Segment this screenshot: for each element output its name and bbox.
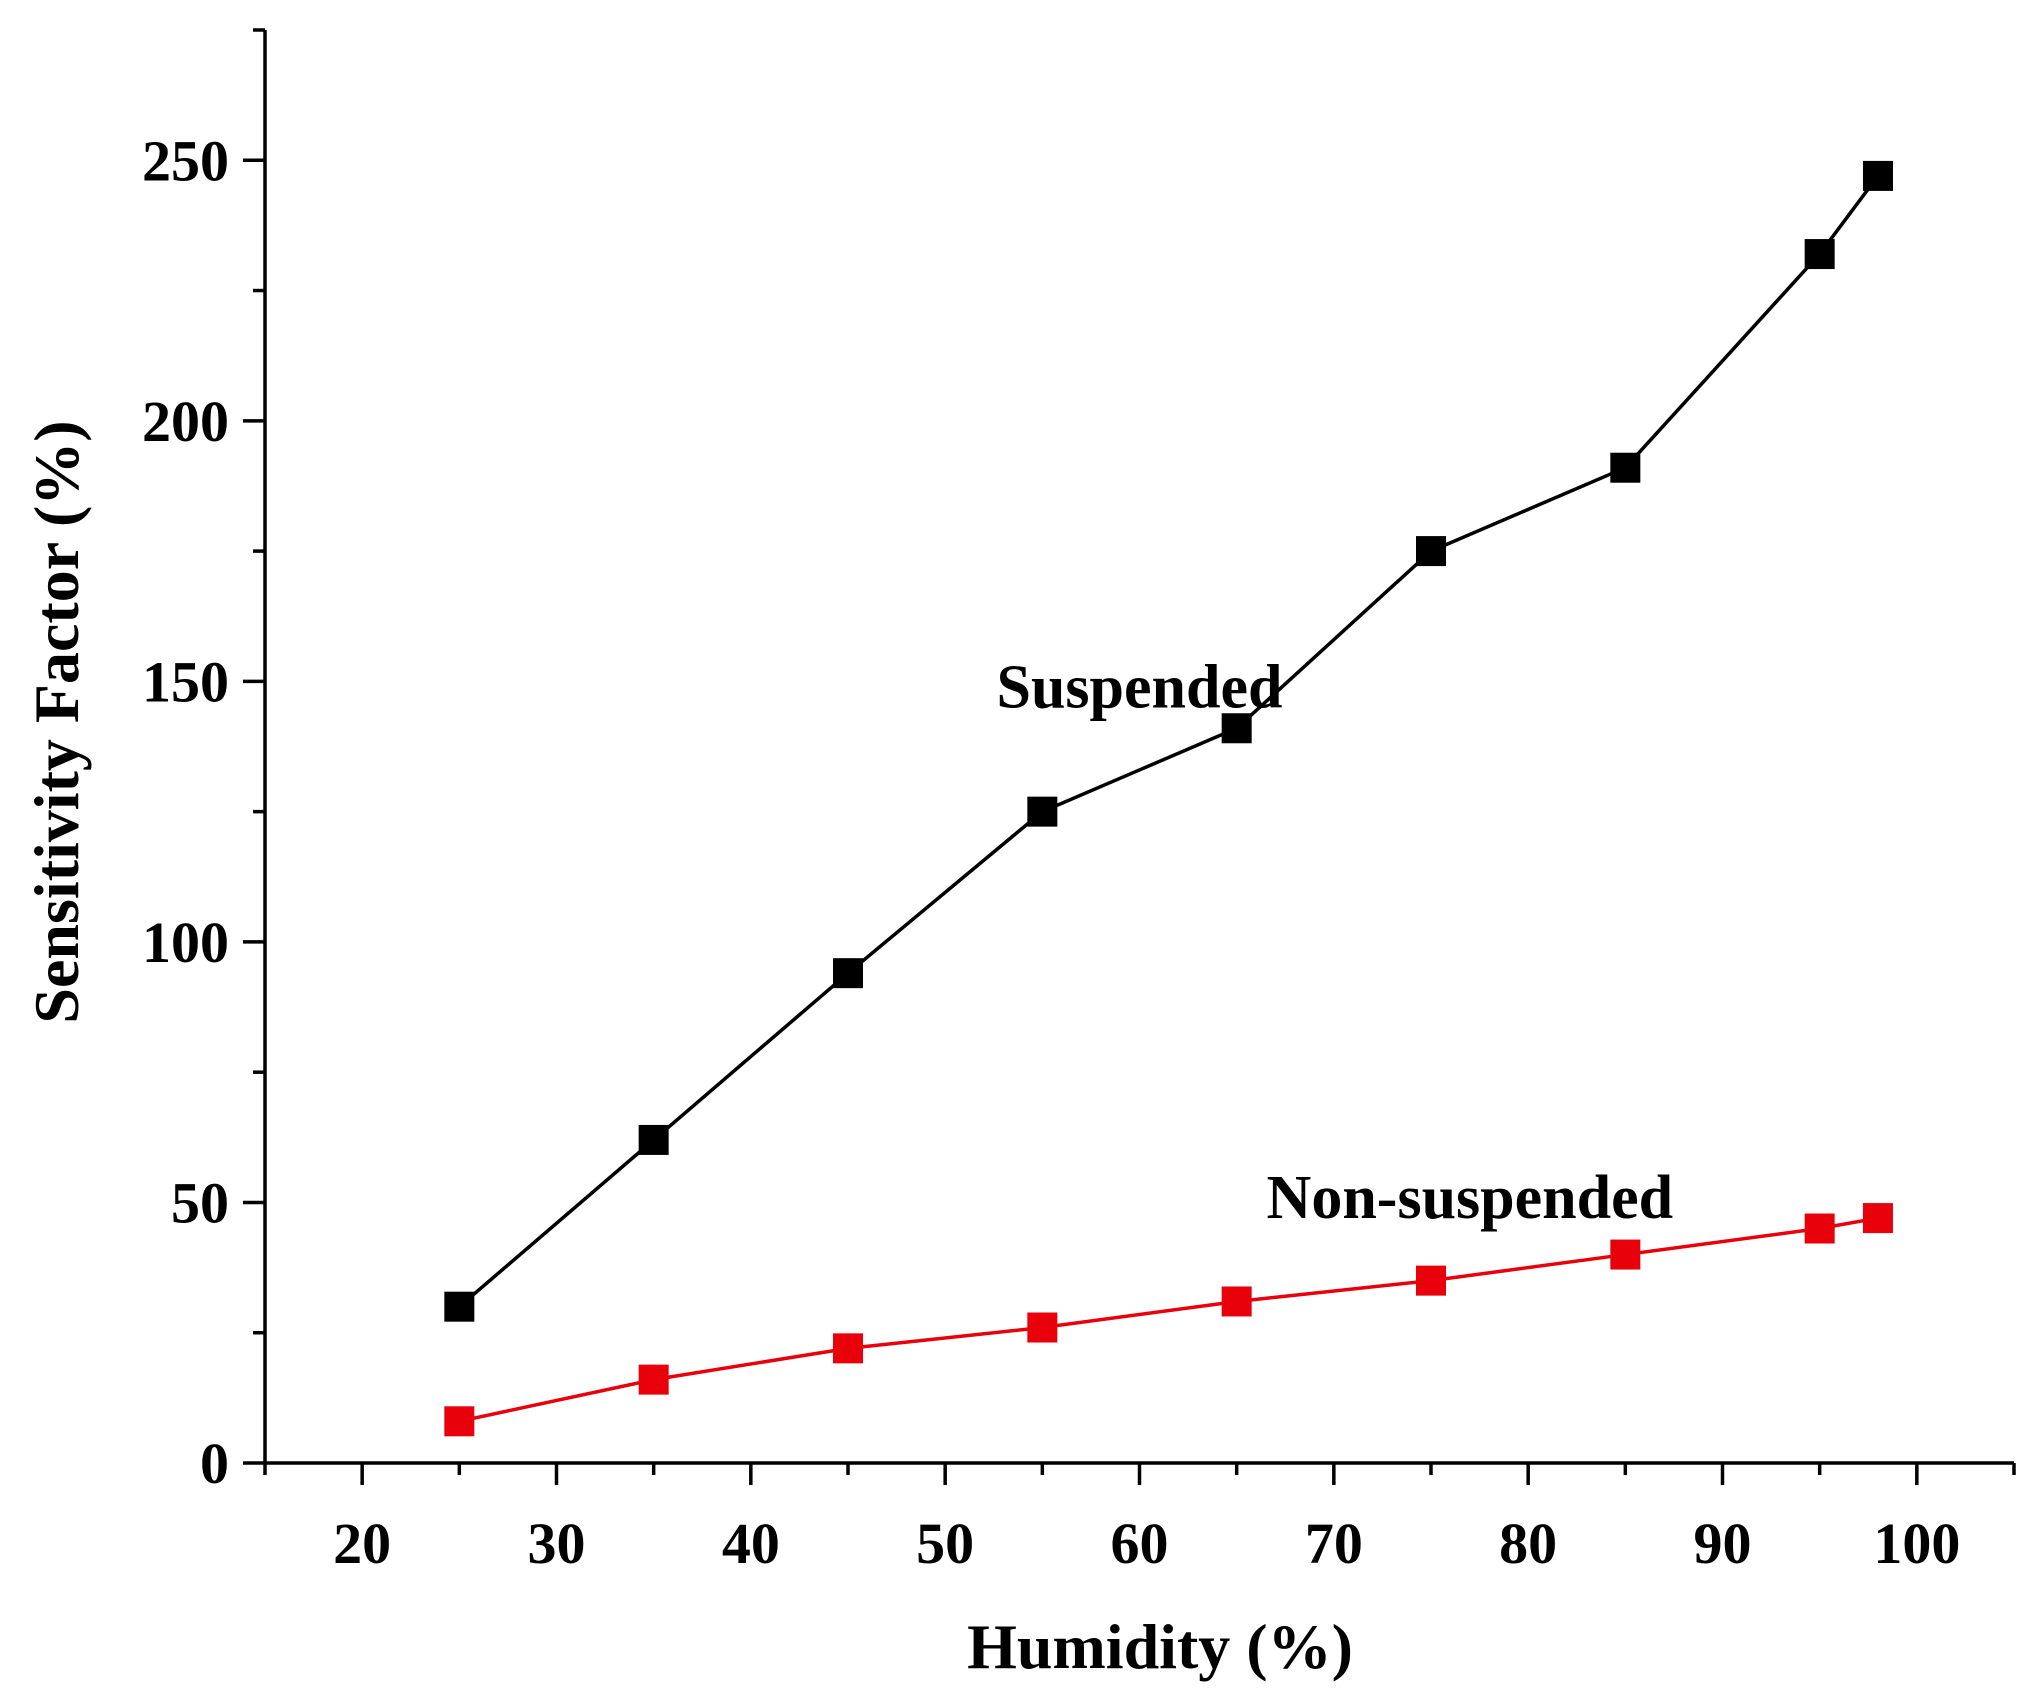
x-tick-label-80: 80 xyxy=(1499,1511,1557,1576)
series-non-suspended xyxy=(444,1203,1893,1437)
data-point-suspended-95 xyxy=(1804,239,1835,270)
axes: 20 30 40 50 60 70 80 90 100 0 50 100 150 200 250 xyxy=(142,28,2016,1576)
data-point-non-suspended-75 xyxy=(1416,1265,1446,1296)
data-point-suspended-65 xyxy=(1221,713,1252,744)
data-point-suspended-45 xyxy=(833,958,863,989)
x-tick-label-70: 70 xyxy=(1305,1511,1363,1576)
x-tick-label-30: 30 xyxy=(528,1511,586,1576)
data-point-non-suspended-95 xyxy=(1804,1213,1835,1244)
data-point-suspended-75 xyxy=(1416,536,1446,567)
y-tick-label-0: 0 xyxy=(200,1431,229,1496)
data-point-non-suspended-85 xyxy=(1610,1239,1641,1270)
series-layer xyxy=(444,160,1893,1437)
data-point-non-suspended-35 xyxy=(638,1364,669,1395)
data-point-suspended-35 xyxy=(638,1124,669,1155)
data-point-non-suspended-45 xyxy=(833,1333,863,1364)
data-point-suspended-25 xyxy=(444,1291,475,1322)
data-point-suspended-85 xyxy=(1610,452,1641,483)
series-line-non-suspended xyxy=(458,1216,1879,1424)
x-axis-title: Humidity (%) xyxy=(967,1611,1353,1682)
x-tick-label-20: 20 xyxy=(333,1511,391,1576)
y-tick-label-250: 250 xyxy=(142,128,229,193)
data-point-suspended-98 xyxy=(1862,160,1893,191)
y-tick-label-100: 100 xyxy=(142,910,229,975)
y-tick-label-50: 50 xyxy=(171,1170,229,1235)
annotations: Suspended Non-suspended xyxy=(996,653,1673,1232)
y-tick-label-200: 200 xyxy=(142,389,229,454)
annotation-non-suspended: Non-suspended xyxy=(1267,1164,1674,1232)
y-axis-title: Sensitivity Factor (%) xyxy=(21,420,92,1023)
data-point-non-suspended-55 xyxy=(1027,1312,1058,1343)
x-tick-label-100: 100 xyxy=(1873,1511,1960,1576)
x-tick-label-50: 50 xyxy=(916,1511,974,1576)
data-point-non-suspended-98 xyxy=(1862,1203,1893,1234)
series-suspended xyxy=(444,160,1893,1322)
x-tick-label-60: 60 xyxy=(1111,1511,1169,1576)
annotation-suspended: Suspended xyxy=(996,653,1282,721)
data-point-suspended-55 xyxy=(1027,796,1058,827)
data-point-non-suspended-65 xyxy=(1221,1286,1252,1317)
x-tick-label-90: 90 xyxy=(1694,1511,1752,1576)
y-tick-label-150: 150 xyxy=(142,649,229,714)
data-point-non-suspended-25 xyxy=(444,1406,475,1437)
series-line-suspended xyxy=(458,174,1880,1309)
x-tick-label-40: 40 xyxy=(722,1511,780,1576)
